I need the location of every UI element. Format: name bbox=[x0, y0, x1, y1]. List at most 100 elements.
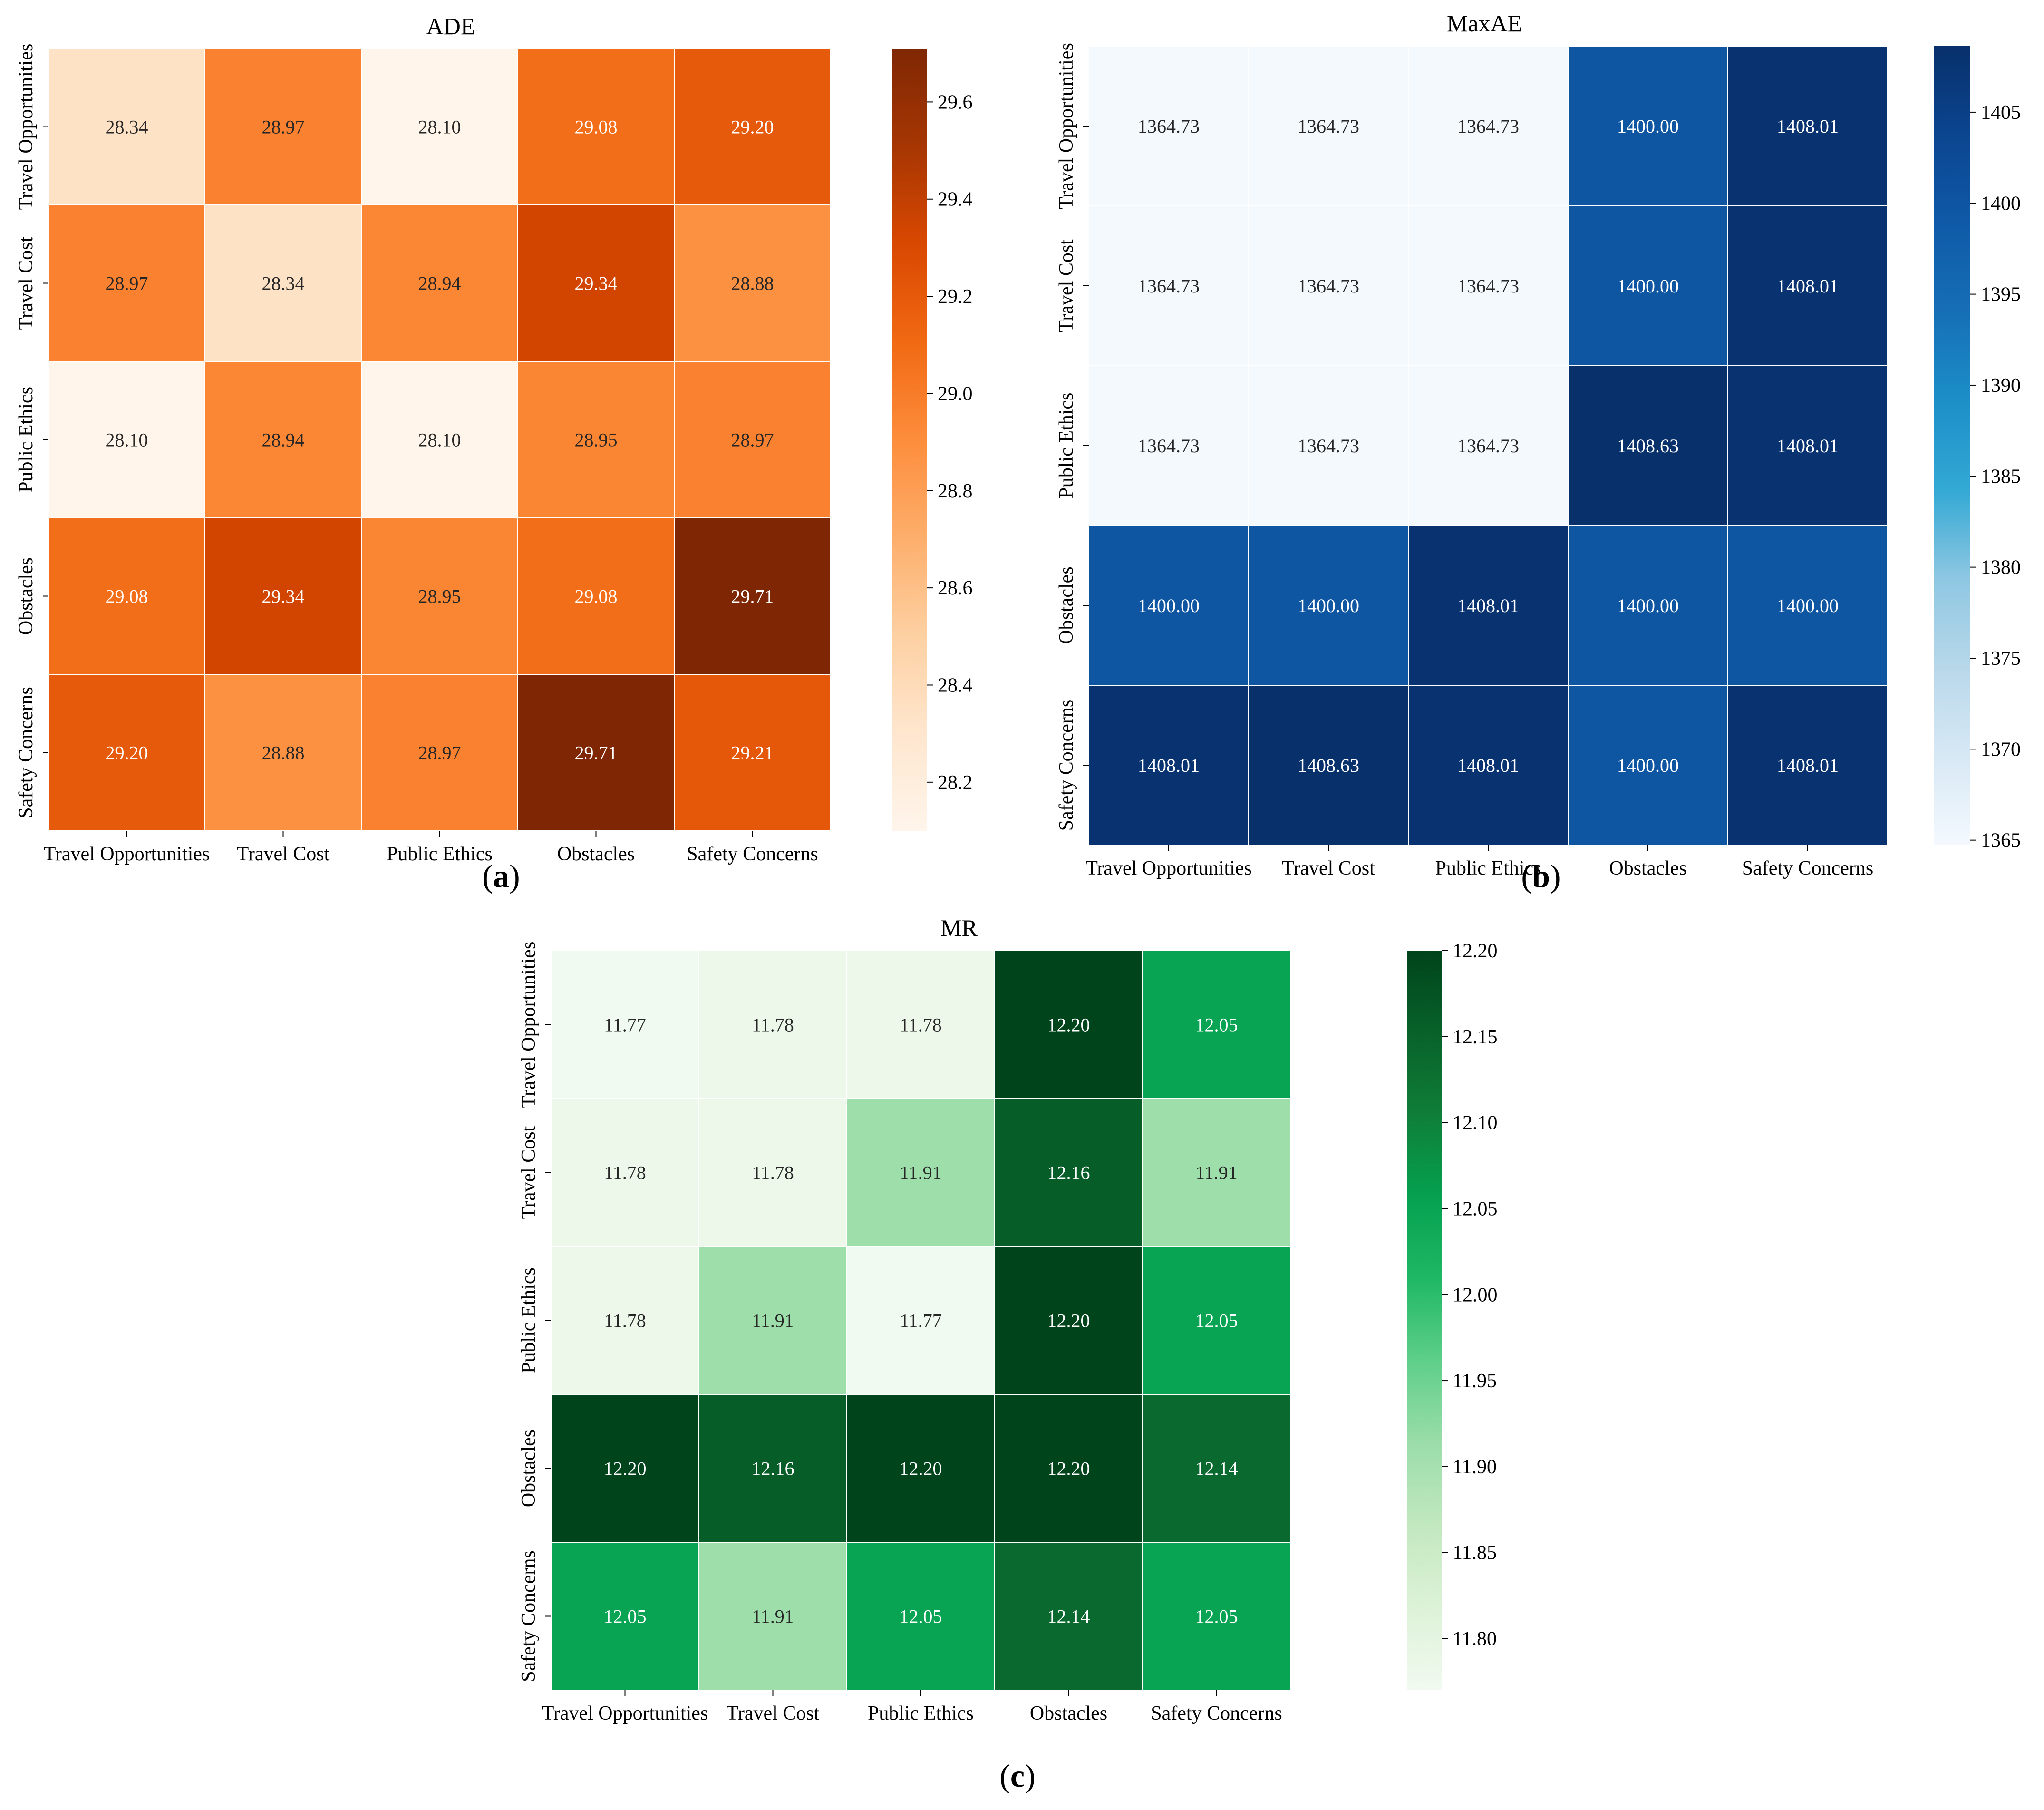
heatmap-cell bbox=[674, 517, 831, 675]
y-tick-label: Travel Opportunities bbox=[15, 44, 37, 210]
y-tick-label: Travel Opportunities bbox=[518, 942, 540, 1108]
cell-value-label: 12.05 bbox=[1195, 1014, 1238, 1036]
heatmap-cell bbox=[1248, 525, 1409, 686]
y-axis-ticks: Travel Opportunities Travel Cost Public Et… bbox=[15, 44, 48, 818]
cell-value-label: 12.16 bbox=[752, 1458, 794, 1479]
heatmap-cell bbox=[1142, 1246, 1291, 1395]
heatmap-cell bbox=[1088, 685, 1249, 846]
y-tick-label: Safety Concerns bbox=[518, 1550, 540, 1682]
cell-value-label: 12.20 bbox=[900, 1458, 942, 1479]
heatmap-cell bbox=[846, 950, 995, 1099]
colorbar-tick-label: 28.2 bbox=[938, 772, 973, 794]
colorbar-tick-label: 1370 bbox=[1981, 739, 2021, 760]
cell-value-label: 12.14 bbox=[1195, 1458, 1238, 1479]
heatmap-cell bbox=[698, 1542, 847, 1691]
heatmap-cell bbox=[1088, 525, 1249, 686]
cell-value-label: 12.05 bbox=[1195, 1310, 1238, 1332]
heatmap-cell bbox=[48, 48, 205, 205]
cell-value-label: 11.78 bbox=[900, 1014, 942, 1036]
y-tick-label: Safety Concerns bbox=[1056, 700, 1077, 831]
cell-value-label: 1408.01 bbox=[1138, 755, 1200, 776]
cell-value-label: 12.20 bbox=[1047, 1014, 1090, 1036]
y-tick-label: Obstacles bbox=[15, 557, 37, 635]
heatmap-cell bbox=[48, 204, 205, 362]
heatmap-cell bbox=[1568, 525, 1728, 686]
chart-title: ADE bbox=[426, 13, 475, 39]
y-tick-label: Travel Opportunities bbox=[1056, 43, 1077, 209]
heatmap-cell bbox=[674, 48, 831, 205]
cell-value-label: 11.91 bbox=[752, 1606, 794, 1627]
heatmap-cell bbox=[674, 674, 831, 831]
colorbar-tick-label: 1375 bbox=[1981, 648, 2021, 670]
heatmap-cell bbox=[1142, 1098, 1291, 1247]
cell-value-label: 29.21 bbox=[731, 742, 774, 764]
heatmap-cell bbox=[698, 1098, 847, 1247]
heatmap-cell bbox=[1142, 1542, 1291, 1691]
heatmap-cell bbox=[1568, 205, 1728, 366]
heatmap-cell bbox=[517, 517, 675, 675]
cell-value-label: 29.71 bbox=[575, 742, 618, 764]
cell-value-label: 1408.01 bbox=[1457, 595, 1519, 616]
heatmap-cell bbox=[674, 361, 831, 518]
cell-value-label: 28.10 bbox=[418, 429, 461, 451]
cell-value-label: 1400.00 bbox=[1617, 275, 1679, 297]
heatmap-cell bbox=[846, 1542, 995, 1691]
cell-value-label: 1400.00 bbox=[1617, 116, 1679, 137]
colorbar-tick-label: 11.95 bbox=[1453, 1370, 1497, 1392]
cell-value-label: 11.78 bbox=[752, 1014, 794, 1036]
colorbar: 1365 1370 1375 1380 1385 1390 1395 1400 1405 bbox=[1934, 46, 2021, 852]
heatmap-cell bbox=[204, 48, 362, 205]
cell-value-label: 11.78 bbox=[752, 1162, 794, 1184]
cell-value-label: 28.10 bbox=[106, 429, 148, 451]
colorbar-tick-label: 1400 bbox=[1981, 193, 2021, 214]
x-tick-label: Safety Concerns bbox=[1742, 857, 1873, 879]
cell-value-label: 28.97 bbox=[106, 273, 148, 294]
heatmap-cell bbox=[1088, 365, 1249, 526]
heatmap-cell bbox=[48, 674, 205, 831]
panel-caption: (a) bbox=[482, 858, 520, 894]
x-tick-label: Public Ethics bbox=[868, 1703, 974, 1724]
chart-title: MR bbox=[940, 915, 978, 941]
cell-value-label: 29.08 bbox=[575, 586, 618, 607]
cell-value-label: 28.88 bbox=[731, 273, 774, 294]
x-axis-ticks: Travel Opportunities Travel Cost Public Et… bbox=[542, 1690, 1282, 1724]
colorbar-tick-label: 28.8 bbox=[938, 480, 973, 502]
colorbar-tick-label: 12.15 bbox=[1453, 1026, 1498, 1048]
cell-value-label: 29.08 bbox=[106, 586, 148, 607]
heatmap-cell bbox=[698, 1246, 847, 1395]
cell-value-label: 1408.01 bbox=[1777, 275, 1839, 297]
x-tick-label: Travel Opportunities bbox=[542, 1703, 708, 1724]
heatmap-cell bbox=[361, 48, 518, 205]
heatmap-cell bbox=[1727, 525, 1888, 686]
cell-value-label: 28.95 bbox=[575, 429, 618, 451]
cell-value-label: 1364.73 bbox=[1298, 435, 1359, 457]
heatmap-cell bbox=[994, 1394, 1143, 1543]
x-tick-label: Safety Concerns bbox=[687, 843, 818, 865]
heatmap-cell bbox=[1408, 525, 1569, 686]
heatmap-cell bbox=[361, 204, 518, 362]
panel-caption: (b) bbox=[1521, 858, 1560, 894]
heatmap-cell bbox=[361, 674, 518, 831]
x-tick-label: Obstacles bbox=[557, 843, 635, 865]
x-tick-label: Public Ethics bbox=[387, 843, 493, 865]
colorbar-tick-label: 11.80 bbox=[1453, 1628, 1497, 1650]
colorbar: 28.2 28.4 28.6 28.8 29.0 29.2 29.4 29.6 bbox=[892, 49, 973, 831]
cell-value-label: 11.78 bbox=[604, 1310, 646, 1332]
cell-value-label: 12.14 bbox=[1047, 1606, 1090, 1627]
cell-value-label: 28.34 bbox=[262, 273, 305, 294]
panel-caption-letter: c bbox=[1010, 1758, 1025, 1794]
cell-value-label: 12.05 bbox=[1195, 1606, 1238, 1627]
cell-value-label: 29.34 bbox=[575, 273, 618, 294]
colorbar-tick-label: 1380 bbox=[1981, 557, 2021, 579]
cell-value-label: 11.77 bbox=[900, 1310, 942, 1332]
cell-value-label: 1364.73 bbox=[1138, 275, 1200, 297]
x-tick-label: Public Ethics bbox=[1435, 857, 1541, 879]
y-tick-label: Public Ethics bbox=[15, 387, 37, 493]
heatmap-cell bbox=[1727, 365, 1888, 526]
cell-value-label: 12.05 bbox=[604, 1606, 647, 1627]
heatmap-cell bbox=[1088, 205, 1249, 366]
cell-value-label: 1408.63 bbox=[1617, 435, 1679, 457]
colorbar-tick-label: 11.85 bbox=[1453, 1542, 1497, 1564]
colorbar-tick-label: 29.2 bbox=[938, 286, 973, 308]
